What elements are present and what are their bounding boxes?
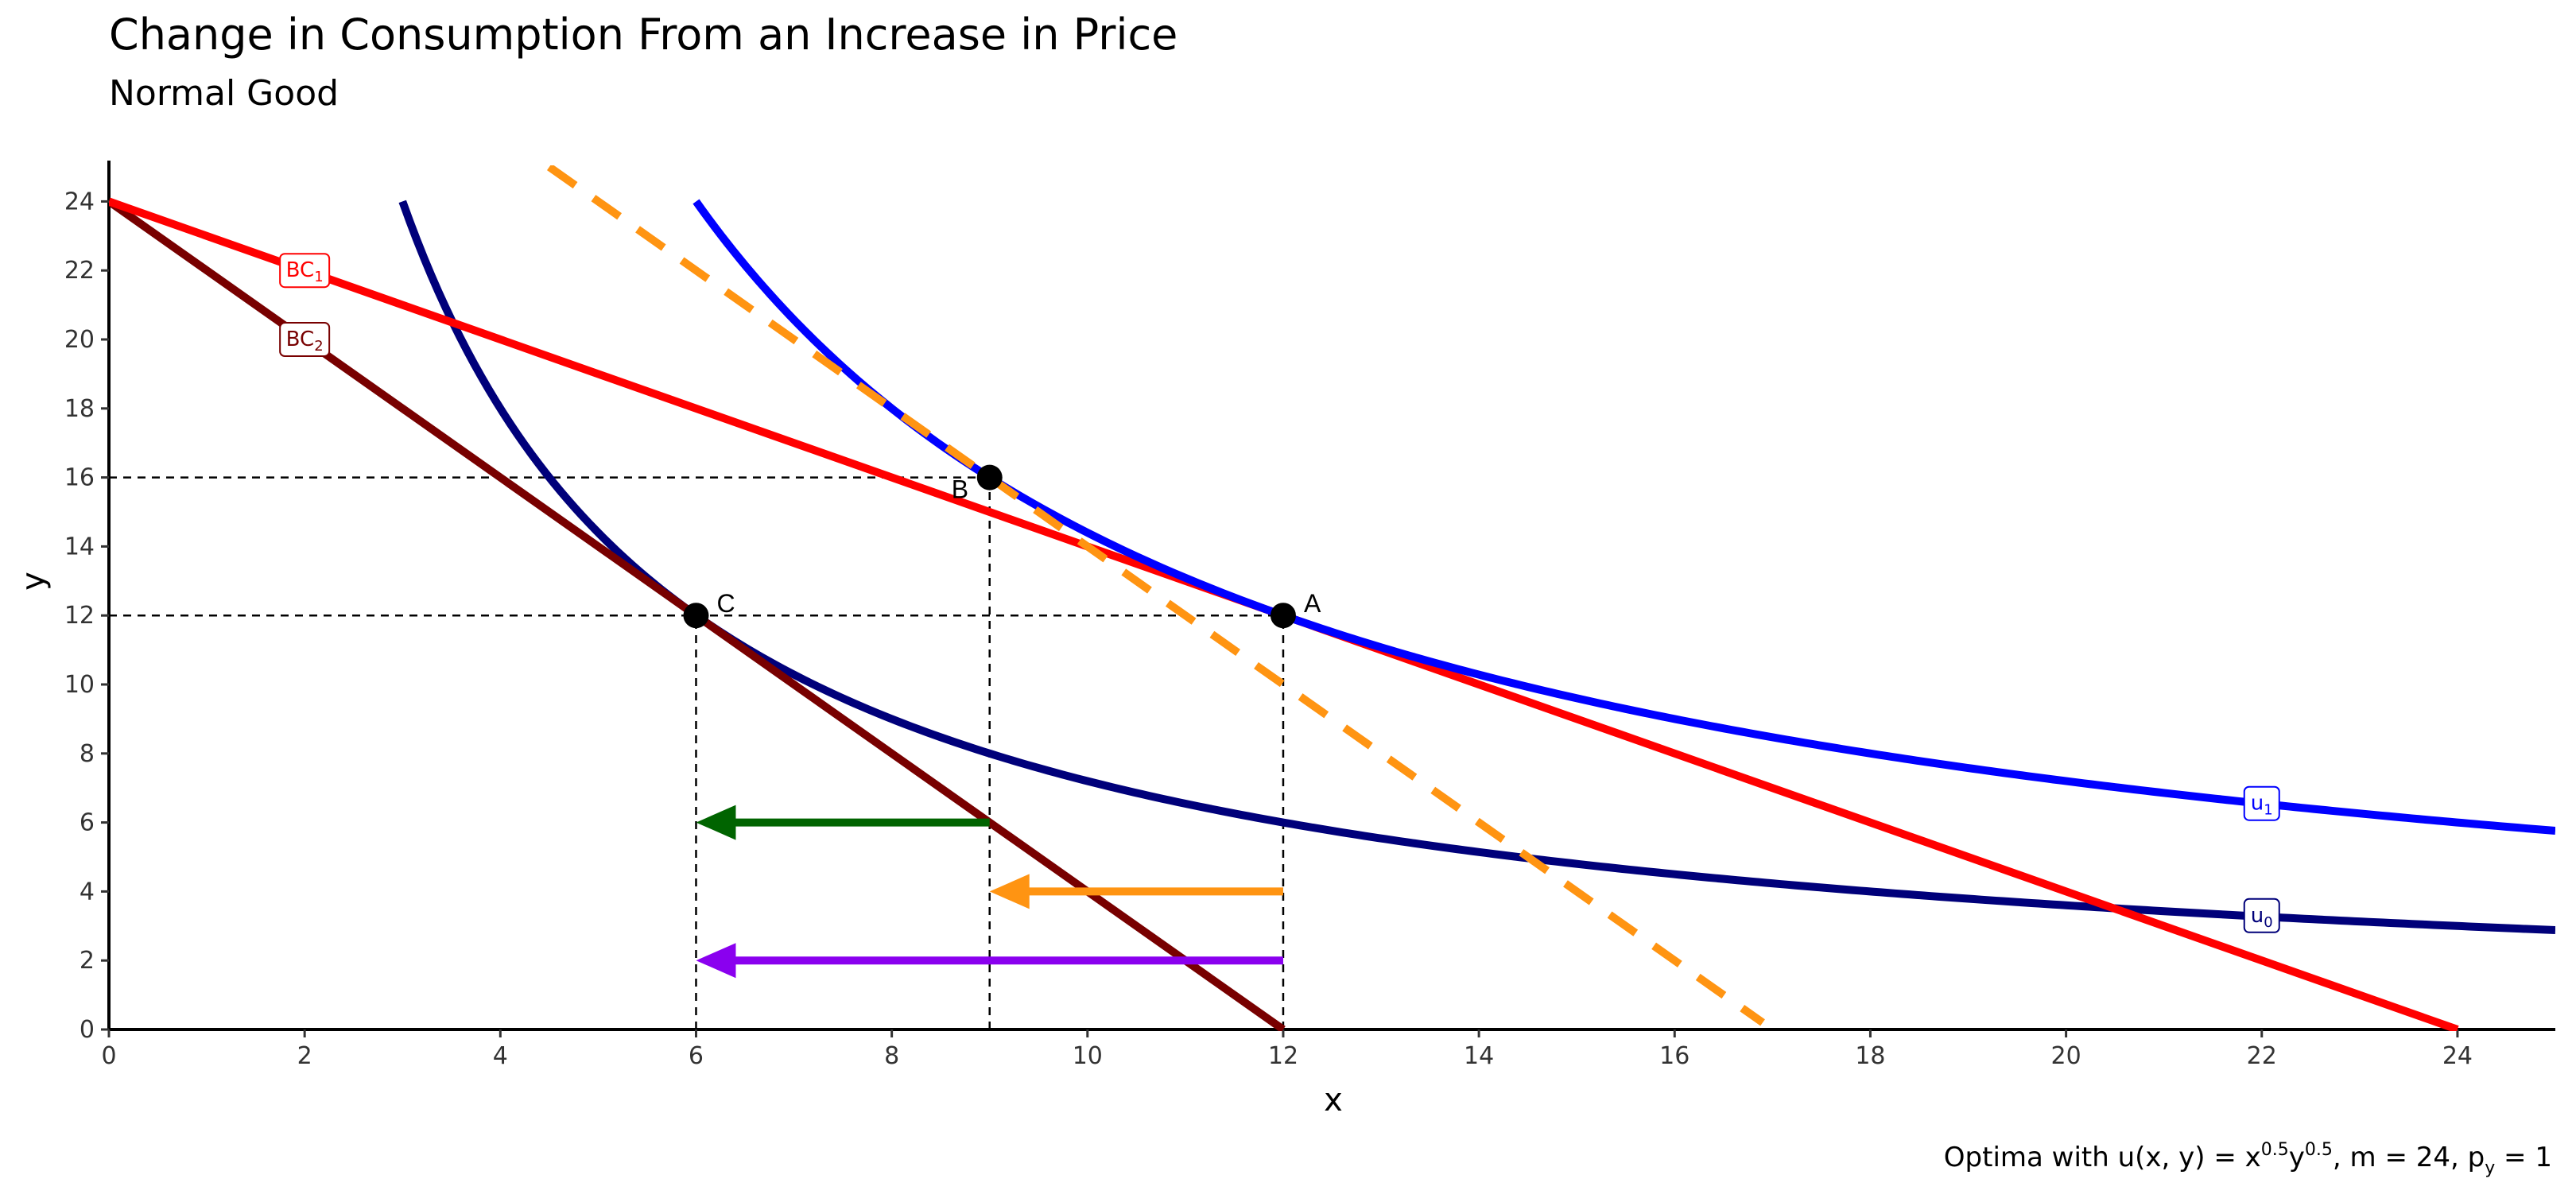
curve-label-u0: u0 bbox=[2243, 898, 2280, 933]
x-tick-label: 24 bbox=[2442, 1042, 2473, 1070]
substitution-effect-arrowhead bbox=[989, 874, 1030, 909]
point-b bbox=[976, 464, 1003, 490]
curve-label-text: BC1 bbox=[286, 258, 324, 285]
x-tick-label: 4 bbox=[493, 1042, 508, 1070]
curve-label-box bbox=[279, 322, 331, 357]
point-c bbox=[683, 603, 709, 629]
x-tick-label: 6 bbox=[689, 1042, 704, 1070]
curve-label-text: u1 bbox=[2251, 792, 2273, 819]
x-tick-label: 10 bbox=[1073, 1042, 1103, 1070]
curve-label-bc2: BC2 bbox=[279, 322, 331, 357]
curve-label-u1: u1 bbox=[2243, 785, 2280, 821]
point-label-b: B bbox=[952, 475, 968, 504]
y-tick-label: 2 bbox=[80, 947, 95, 975]
curve-label-bc1: BC1 bbox=[279, 253, 331, 289]
y-tick-label: 18 bbox=[64, 395, 95, 423]
chart-subtitle: Normal Good bbox=[109, 73, 339, 114]
point-label-c: C bbox=[716, 589, 735, 618]
y-tick-label: 24 bbox=[64, 188, 95, 215]
x-tick-label: 18 bbox=[1855, 1042, 1885, 1070]
y-tick-label: 8 bbox=[80, 740, 95, 768]
x-tick-label: 2 bbox=[297, 1042, 312, 1070]
x-tick-label: 14 bbox=[1464, 1042, 1494, 1070]
income-effect-arrowhead bbox=[696, 805, 736, 840]
y-tick-label: 10 bbox=[64, 671, 95, 699]
y-tick-label: 6 bbox=[80, 809, 95, 837]
x-tick-label: 0 bbox=[101, 1042, 116, 1070]
y-tick-label: 0 bbox=[80, 1016, 95, 1044]
chart-caption: Optima with u(x, y) = x0.5y0.5, m = 24, … bbox=[1944, 1140, 2552, 1178]
chart-title: Change in Consumption From an Increase i… bbox=[109, 10, 1177, 60]
curve-label-text: BC2 bbox=[286, 328, 324, 355]
curve-label-text: u0 bbox=[2251, 904, 2273, 931]
x-tick-label: 12 bbox=[1268, 1042, 1298, 1070]
y-tick-label: 14 bbox=[64, 533, 95, 560]
compensated-budget-line bbox=[546, 165, 1765, 1026]
curve-label-box bbox=[279, 253, 331, 289]
point-a bbox=[1270, 603, 1296, 629]
y-tick-label: 22 bbox=[64, 257, 95, 285]
x-axis-title: x bbox=[1324, 1082, 1343, 1119]
x-tick-label: 20 bbox=[2051, 1042, 2081, 1070]
x-tick-label: 22 bbox=[2247, 1042, 2277, 1070]
y-axis-title: y bbox=[15, 572, 52, 591]
plot-area: 0 2 4 6 8 10 12 14 16 18 20 22 240246810121416182022… bbox=[64, 161, 2555, 1070]
x-tick-label: 16 bbox=[1659, 1042, 1690, 1070]
y-tick-label: 16 bbox=[64, 464, 95, 492]
y-tick-label: 20 bbox=[64, 326, 95, 354]
total-effect-arrowhead bbox=[696, 943, 736, 979]
curve-label-box bbox=[2243, 785, 2280, 821]
curve-label-box bbox=[2243, 898, 2280, 933]
point-label-a: A bbox=[1304, 589, 1321, 618]
y-tick-label: 12 bbox=[64, 602, 95, 630]
curves bbox=[109, 165, 2555, 1031]
y-tick-label: 4 bbox=[80, 878, 95, 905]
x-tick-label: 8 bbox=[884, 1042, 899, 1070]
